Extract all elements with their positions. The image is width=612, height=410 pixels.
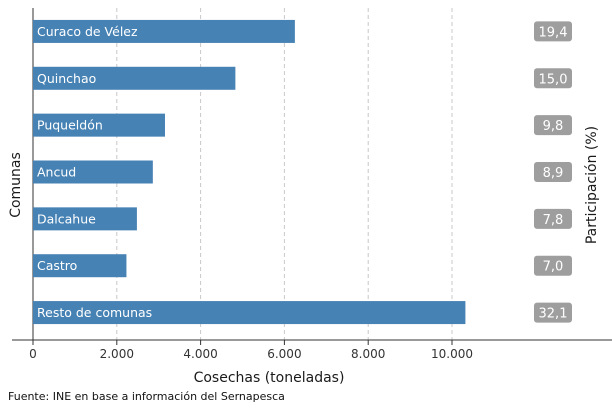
participation-badge-1 [534,68,572,89]
participation-badge-3 [534,162,572,182]
participation-label-3: 8,9 [543,166,564,181]
bar-label-5: Castro [37,258,77,273]
participation-label-6: 32,1 [539,307,568,322]
bar-label-1: Quinchao [37,71,96,86]
bar-3 [33,160,153,184]
x-tick-label-3: 6.000 [267,347,301,361]
participation-badge-2 [534,115,572,136]
bar-0 [33,19,295,43]
x-tick-label-0: 0 [29,347,37,361]
participation-label-1: 15,0 [539,72,568,87]
bar-6 [33,301,466,325]
bar-label-3: Ancud [37,165,76,180]
bar-label-2: Puqueldón [37,118,103,133]
participation-badge-6 [534,302,572,323]
x-tick-label-5: 10.000 [431,347,473,361]
bar-5 [33,254,127,278]
bar-label-4: Dalcahue [37,211,96,226]
bar-2 [33,113,165,137]
bar-1 [33,66,236,90]
x-tick-label-2: 4.000 [183,347,217,361]
y-axis-title: Comunas [8,152,24,218]
bar-4 [33,207,137,231]
participation-badge-0 [534,21,572,42]
bar-label-0: Curaco de Vélez [37,24,138,39]
participation-badge-5 [534,255,572,276]
x-tick-label-1: 2.000 [100,347,134,361]
x-axis-title: Cosechas (toneladas) [193,370,345,386]
bar-label-6: Resto de comunas [37,305,152,320]
participation-label-2: 9,8 [543,119,564,134]
participation-label-4: 7,8 [543,213,564,228]
x-tick-label-4: 8.000 [351,347,385,361]
participation-badge-4 [534,208,572,229]
source-note: Fuente: INE en base a información del Se… [8,390,285,403]
participation-label-0: 19,4 [539,25,568,40]
participation-label-5: 7,0 [543,260,564,275]
secondary-axis-title: Participación (%) [584,125,600,245]
